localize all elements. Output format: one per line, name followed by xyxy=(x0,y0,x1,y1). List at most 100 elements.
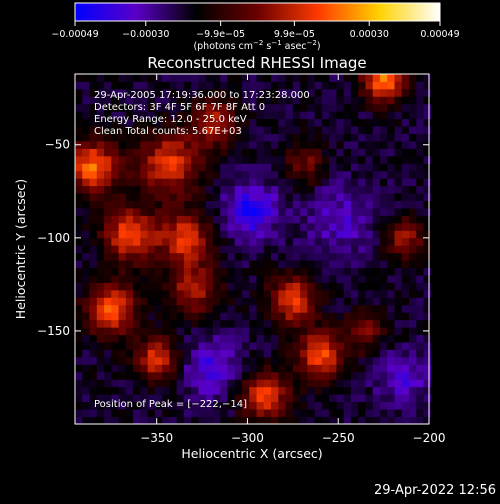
heatmap-cell xyxy=(133,111,141,120)
heatmap-cell xyxy=(379,155,388,164)
heatmap-cell xyxy=(365,155,374,164)
heatmap-cell xyxy=(423,349,432,358)
heatmap-cell xyxy=(285,386,294,395)
heatmap-cell xyxy=(227,386,236,395)
heatmap-cell xyxy=(365,88,374,97)
heatmap-cell xyxy=(343,185,352,194)
heatmap-cell xyxy=(176,74,185,82)
heatmap-cell xyxy=(154,245,163,254)
heatmap-cell xyxy=(227,163,236,172)
heatmap-cell xyxy=(314,379,323,388)
heatmap-cell xyxy=(256,334,265,343)
heatmap-cell xyxy=(82,386,90,395)
heatmap-cell xyxy=(183,252,192,261)
heatmap-cell xyxy=(125,282,134,291)
heatmap-cell xyxy=(125,141,134,149)
heatmap-cell xyxy=(329,416,337,425)
heatmap-cell xyxy=(307,88,316,97)
heatmap-cell xyxy=(336,371,345,380)
heatmap-cell xyxy=(125,118,134,127)
heatmap-cell xyxy=(154,178,163,187)
heatmap-cell xyxy=(350,111,359,120)
heatmap-cell xyxy=(423,237,432,246)
heatmap-cell xyxy=(387,289,395,298)
heatmap-cell xyxy=(285,118,294,127)
heatmap-cell xyxy=(89,148,98,157)
heatmap-cell xyxy=(343,297,352,306)
heatmap-cell xyxy=(198,327,207,336)
heatmap-cell xyxy=(162,178,170,187)
heatmap-cell xyxy=(133,245,141,254)
heatmap-cell xyxy=(358,141,366,149)
heatmap-cell xyxy=(394,312,403,321)
heatmap-cell xyxy=(249,349,257,358)
heatmap-cell xyxy=(292,260,301,269)
heatmap-cell xyxy=(350,349,359,358)
heatmap-cell xyxy=(96,312,105,321)
heatmap-cell xyxy=(140,282,149,291)
heatmap-cell xyxy=(82,237,90,246)
heatmap-cell xyxy=(176,133,185,142)
heatmap-cell xyxy=(401,275,410,283)
heatmap-cell xyxy=(82,252,90,261)
heatmap-cell xyxy=(198,304,207,313)
heatmap-cell xyxy=(292,349,301,358)
heatmap-cell xyxy=(118,118,127,127)
heatmap-cell xyxy=(329,327,337,336)
heatmap-cell xyxy=(205,88,214,97)
heatmap-cell xyxy=(409,96,417,105)
heatmap-cell xyxy=(234,416,243,425)
heatmap-cell xyxy=(350,118,359,127)
heatmap-cell xyxy=(256,282,265,291)
heatmap-cell xyxy=(416,319,424,328)
heatmap-cell xyxy=(379,222,388,231)
heatmap-cell xyxy=(242,163,250,172)
heatmap-cell xyxy=(372,349,381,358)
heatmap-cell xyxy=(358,371,366,380)
heatmap-cell xyxy=(212,371,221,380)
heatmap-cell xyxy=(154,334,163,343)
heatmap-cell xyxy=(321,148,330,157)
heatmap-cell xyxy=(104,289,112,298)
heatmap-cell xyxy=(198,260,207,269)
heatmap-cell xyxy=(198,170,207,179)
heatmap-cell xyxy=(278,401,286,410)
heatmap-cell xyxy=(147,141,156,149)
heatmap-cell xyxy=(140,111,149,120)
heatmap-cell xyxy=(292,111,301,120)
heatmap-cell xyxy=(300,282,308,291)
heatmap-cell xyxy=(205,178,214,187)
heatmap-cell xyxy=(314,215,323,224)
heatmap-cell xyxy=(147,342,156,350)
heatmap-cell xyxy=(343,394,352,403)
heatmap-cell xyxy=(271,96,279,105)
heatmap-cell xyxy=(198,133,207,142)
heatmap-cell xyxy=(234,394,243,403)
heatmap-cell xyxy=(162,394,170,403)
heatmap-cell xyxy=(372,364,381,373)
heatmap-cell xyxy=(292,215,301,224)
heatmap-cell xyxy=(423,252,432,261)
heatmap-cell xyxy=(387,319,395,328)
heatmap-cell xyxy=(162,126,170,134)
heatmap-cell xyxy=(104,222,112,231)
heatmap-cell xyxy=(278,103,286,112)
heatmap-cell xyxy=(147,409,156,417)
heatmap-cell xyxy=(256,252,265,261)
heatmap-cell xyxy=(387,349,395,358)
heatmap-cell xyxy=(198,230,207,239)
heatmap-cell xyxy=(416,193,424,201)
heatmap-cell xyxy=(198,148,207,157)
heatmap-cell xyxy=(89,170,98,179)
heatmap-cell xyxy=(314,81,323,90)
heatmap-cell xyxy=(96,401,105,410)
heatmap-cell xyxy=(118,222,127,231)
heatmap-cell xyxy=(220,379,228,388)
heatmap-cell xyxy=(379,96,388,105)
heatmap-cell xyxy=(343,275,352,283)
heatmap-cell xyxy=(198,185,207,194)
heatmap-cell xyxy=(394,416,403,425)
heatmap-cell xyxy=(365,222,374,231)
heatmap-cell xyxy=(242,96,250,105)
heatmap-cell xyxy=(191,394,199,403)
